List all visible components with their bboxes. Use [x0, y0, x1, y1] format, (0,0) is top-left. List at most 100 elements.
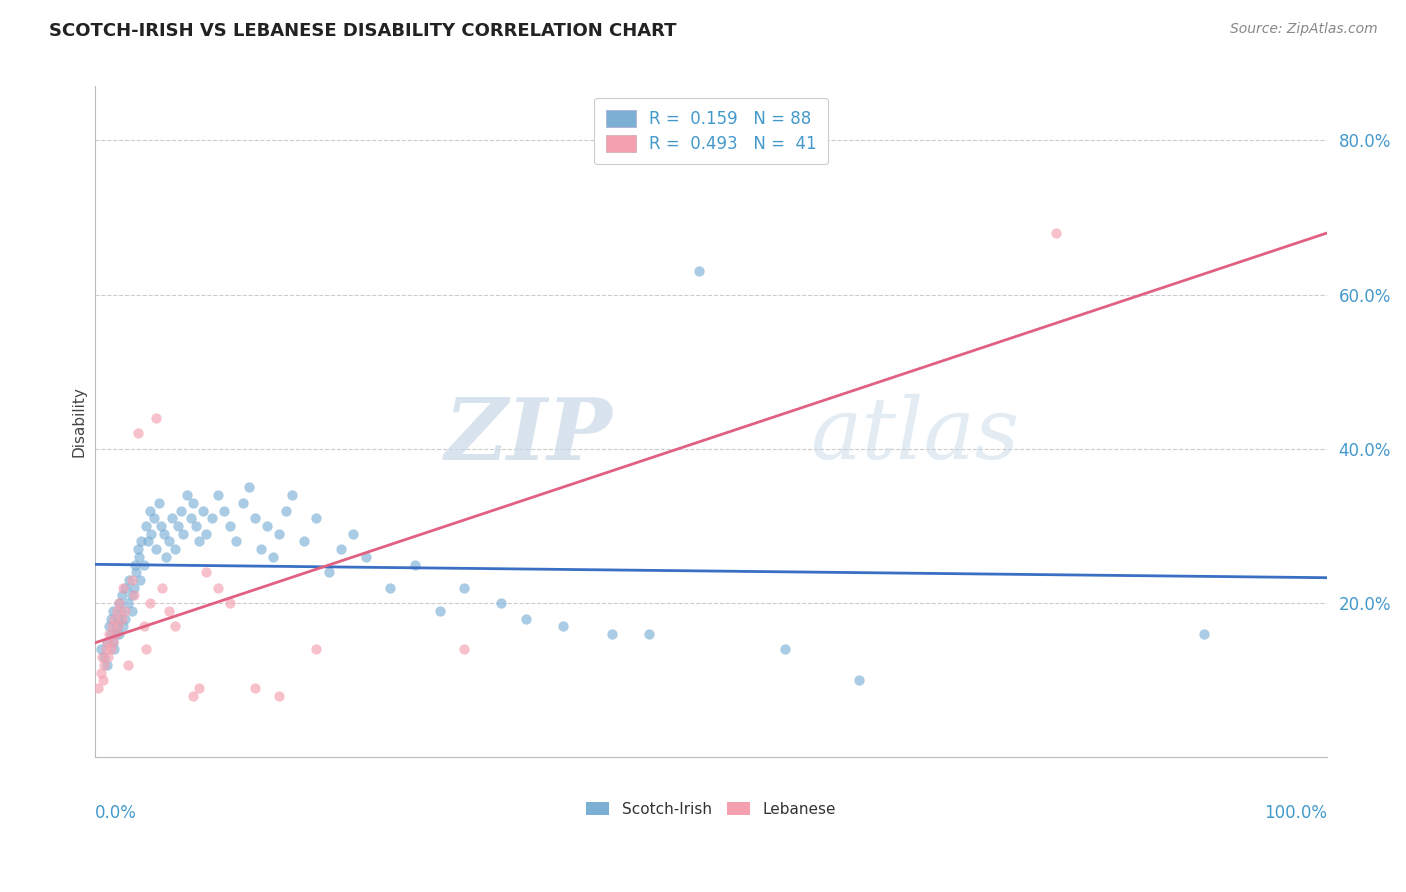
Point: [127, 542, 149, 557]
Point: [380, 581, 402, 595]
Point: [135, 642, 157, 657]
Text: ZIP: ZIP: [444, 393, 613, 477]
Point: [250, 542, 273, 557]
Point: [219, 596, 242, 610]
Point: [96, 634, 118, 648]
Point: [167, 519, 190, 533]
Y-axis label: Disability: Disability: [72, 386, 86, 458]
Point: [330, 542, 353, 557]
Point: [491, 596, 513, 610]
Point: [121, 604, 143, 618]
Point: [157, 534, 180, 549]
Point: [256, 519, 278, 533]
Point: [269, 526, 291, 541]
Point: [162, 511, 184, 525]
Point: [139, 596, 162, 610]
Point: [262, 549, 284, 564]
Point: [135, 519, 157, 533]
Point: [121, 573, 143, 587]
Point: [124, 558, 146, 572]
Point: [131, 534, 153, 549]
Point: [141, 526, 163, 541]
Point: [148, 496, 170, 510]
Point: [121, 589, 143, 603]
Point: [157, 604, 180, 618]
Point: [184, 519, 207, 533]
Point: [194, 526, 217, 541]
Point: [318, 566, 340, 580]
Point: [212, 503, 235, 517]
Point: [105, 619, 128, 633]
Point: [274, 503, 297, 517]
Point: [103, 611, 125, 625]
Point: [103, 642, 125, 657]
Point: [194, 566, 217, 580]
Point: [180, 511, 202, 525]
Point: [181, 689, 204, 703]
Point: [107, 611, 129, 625]
Point: [142, 511, 165, 525]
Point: [269, 689, 291, 703]
Point: [305, 511, 328, 525]
Point: [243, 511, 266, 525]
Point: [127, 426, 149, 441]
Point: [176, 488, 198, 502]
Point: [96, 657, 118, 672]
Point: [117, 596, 139, 610]
Point: [1192, 627, 1215, 641]
Point: [207, 488, 229, 502]
Point: [114, 581, 136, 595]
Point: [104, 627, 127, 641]
Point: [114, 611, 136, 625]
Point: [773, 642, 796, 657]
Point: [111, 611, 134, 625]
Point: [515, 611, 537, 625]
Point: [453, 642, 475, 657]
Point: [90, 665, 112, 680]
Text: SCOTCH-IRISH VS LEBANESE DISABILITY CORRELATION CHART: SCOTCH-IRISH VS LEBANESE DISABILITY CORR…: [49, 22, 676, 40]
Point: [94, 642, 117, 657]
Legend: Scotch-Irish, Lebanese: Scotch-Irish, Lebanese: [586, 802, 835, 817]
Point: [104, 627, 127, 641]
Point: [93, 650, 115, 665]
Point: [225, 534, 247, 549]
Point: [281, 488, 304, 502]
Point: [638, 627, 661, 641]
Point: [191, 503, 214, 517]
Point: [129, 573, 152, 587]
Point: [453, 581, 475, 595]
Point: [404, 558, 426, 572]
Point: [243, 681, 266, 695]
Text: atlas: atlas: [810, 394, 1019, 476]
Point: [100, 627, 122, 641]
Point: [292, 534, 315, 549]
Point: [100, 611, 122, 625]
Point: [172, 526, 194, 541]
Point: [125, 566, 148, 580]
Point: [122, 589, 145, 603]
Point: [128, 549, 150, 564]
Point: [305, 642, 328, 657]
Point: [108, 596, 131, 610]
Point: [132, 619, 155, 633]
Point: [155, 549, 177, 564]
Point: [201, 511, 224, 525]
Point: [97, 650, 120, 665]
Point: [848, 673, 870, 688]
Point: [118, 573, 141, 587]
Text: Source: ZipAtlas.com: Source: ZipAtlas.com: [1230, 22, 1378, 37]
Text: 0.0%: 0.0%: [94, 805, 136, 822]
Point: [101, 604, 124, 618]
Point: [1045, 226, 1067, 240]
Point: [207, 581, 229, 595]
Point: [87, 681, 110, 695]
Point: [602, 627, 624, 641]
Point: [108, 627, 131, 641]
Point: [90, 642, 112, 657]
Point: [238, 480, 260, 494]
Point: [150, 519, 173, 533]
Point: [688, 264, 710, 278]
Point: [150, 581, 173, 595]
Point: [122, 581, 145, 595]
Point: [181, 496, 204, 510]
